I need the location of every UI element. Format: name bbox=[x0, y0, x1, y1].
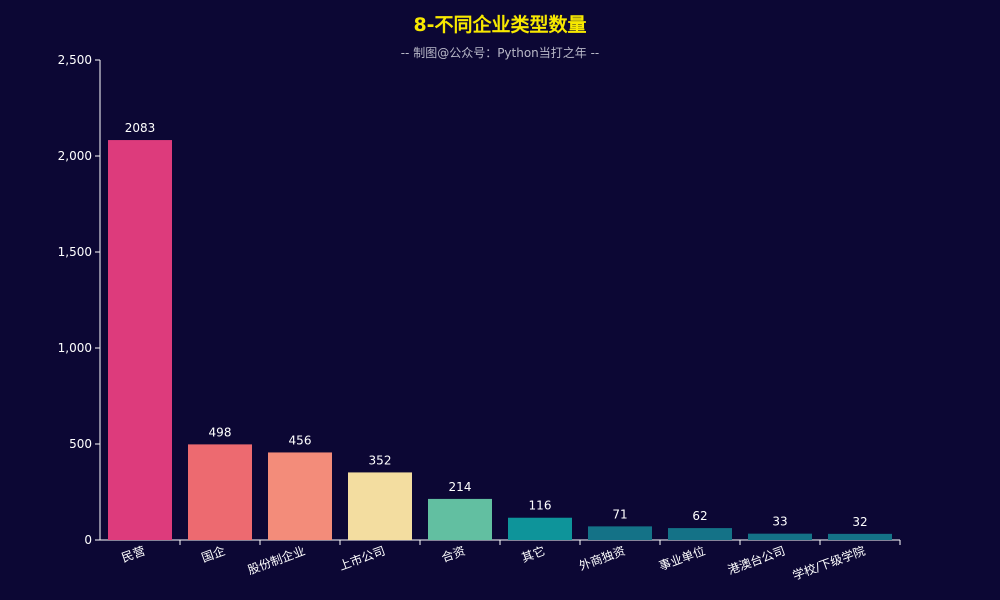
chart-title: 8-不同企业类型数量 bbox=[413, 14, 587, 36]
bar-value-label: 116 bbox=[529, 499, 552, 513]
bar-9 bbox=[828, 533, 892, 540]
bar-8 bbox=[748, 533, 812, 540]
bar-value-label: 32 bbox=[852, 515, 867, 529]
x-tick-label: 事业单位 bbox=[657, 543, 707, 574]
x-tick-label: 学校/下级学院 bbox=[790, 543, 867, 583]
bar-0 bbox=[108, 140, 172, 540]
y-tick-label: 0 bbox=[84, 533, 92, 547]
bar-3 bbox=[348, 472, 412, 540]
x-tick-label: 股份制企业 bbox=[245, 543, 307, 578]
bar-7 bbox=[668, 528, 732, 540]
bar-value-label: 456 bbox=[289, 433, 312, 447]
chart-subtitle: -- 制图@公众号：Python当打之年 -- bbox=[400, 46, 600, 60]
x-tick-label: 其它 bbox=[519, 543, 547, 565]
axes: 0 500 1,000 1,500 2,000 2,500 bbox=[58, 53, 901, 547]
bar-value-label: 498 bbox=[209, 425, 232, 439]
x-tick-label: 港澳台公司 bbox=[725, 543, 787, 578]
bar-6 bbox=[588, 526, 652, 540]
bars bbox=[108, 140, 892, 540]
y-tick-label: 2,500 bbox=[58, 53, 92, 67]
bar-value-label: 214 bbox=[449, 480, 472, 494]
bar-value-label: 2083 bbox=[125, 121, 156, 135]
y-tick-label: 1,000 bbox=[58, 341, 92, 355]
y-tick-label: 2,000 bbox=[58, 149, 92, 163]
bar-5 bbox=[508, 517, 572, 540]
bar-1 bbox=[188, 444, 252, 540]
x-tick-label: 合资 bbox=[439, 543, 467, 565]
x-tick-label: 外商独资 bbox=[577, 543, 627, 574]
y-tick-label: 500 bbox=[69, 437, 92, 451]
x-tick-label: 民营 bbox=[120, 544, 147, 565]
bar-2 bbox=[268, 452, 332, 540]
bar-value-label: 33 bbox=[772, 515, 787, 529]
bar-value-label: 71 bbox=[612, 507, 627, 521]
x-tick-label: 国企 bbox=[199, 543, 227, 565]
bar-4 bbox=[428, 498, 492, 540]
bar-value-label: 352 bbox=[369, 453, 392, 467]
x-tick-label: 上市公司 bbox=[337, 543, 387, 574]
y-tick-label: 1,500 bbox=[58, 245, 92, 259]
bar-value-label: 62 bbox=[692, 509, 707, 523]
